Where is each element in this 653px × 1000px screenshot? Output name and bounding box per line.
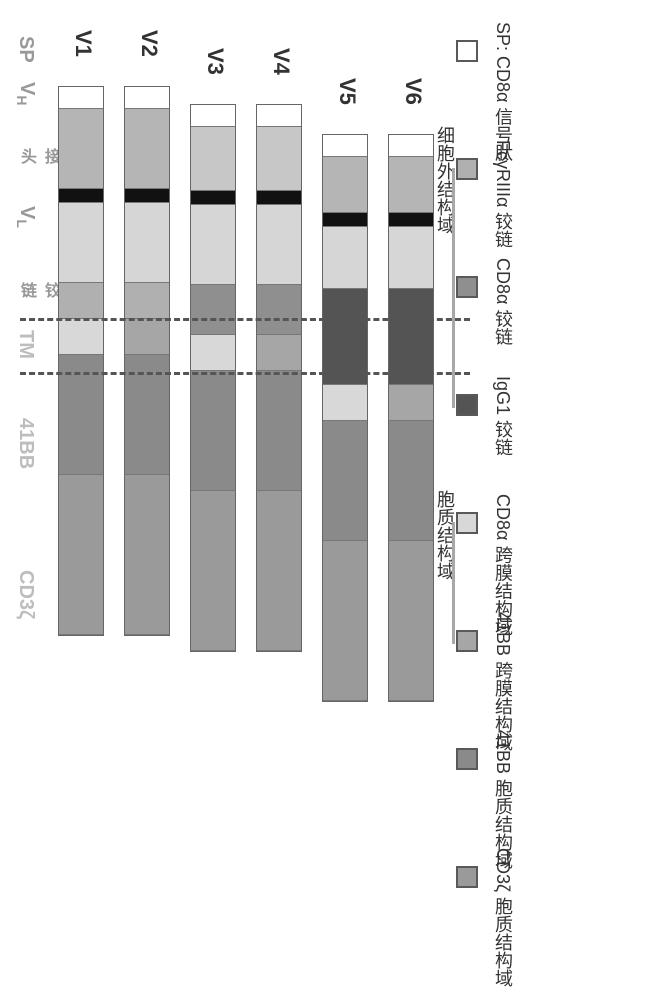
segment-vh_a (323, 157, 367, 213)
segment-hinge_igg1 (389, 289, 433, 385)
segment-hinge_fc (59, 283, 103, 319)
membrane-boundary-top (20, 318, 470, 321)
segment-vh_b (257, 127, 301, 191)
variant-name: V5 (334, 78, 360, 105)
legend-item: CD8α 铰链 (456, 276, 486, 298)
segment-vh_a (59, 109, 103, 189)
legend-item: IgG1 铰链 (456, 394, 486, 416)
legend-swatch (456, 748, 478, 770)
legend-swatch (456, 512, 478, 534)
legend-swatch (456, 630, 478, 652)
legend-label: CD8α 铰链 (490, 258, 516, 345)
segment-tm_41bb (257, 335, 301, 371)
segment-cyt_cd3z (125, 475, 169, 635)
membrane-boundary-bottom (20, 372, 470, 375)
variant-row: V1 (58, 86, 104, 636)
segment-linker (59, 189, 103, 203)
segment-cyt_41bb (323, 421, 367, 541)
segment-vl (125, 203, 169, 283)
segment-vl (257, 205, 301, 285)
legend-swatch (456, 276, 478, 298)
axis-label: 铰链 (14, 282, 62, 298)
axis-label: VL (14, 206, 38, 228)
variant-row: V4 (256, 104, 302, 652)
variant-name: V2 (136, 30, 162, 57)
legend-item: 41BB 跨膜结构域 (456, 630, 486, 652)
segment-cyt_cd3z (323, 541, 367, 701)
segment-vh_b (191, 127, 235, 191)
segment-vl (323, 227, 367, 289)
segment-linker (125, 189, 169, 203)
variant-name: V1 (70, 30, 96, 57)
legend-group-bar (452, 522, 455, 644)
variant-name: V3 (202, 48, 228, 75)
segment-vl (59, 203, 103, 283)
variant-bar (190, 104, 236, 652)
legend-item: CD8α 跨膜结构域 (456, 512, 486, 534)
segment-cyt_cd3z (59, 475, 103, 635)
legend-item: FcγRIIIα 铰链 (456, 158, 486, 180)
segment-linker (257, 191, 301, 205)
segment-sp (125, 87, 169, 109)
segment-linker (191, 191, 235, 205)
segment-linker (323, 213, 367, 227)
legend-item: CD3ζ 胞质结构域 (456, 866, 486, 888)
legend-group-bar (452, 168, 455, 408)
segment-hinge_cd8 (191, 285, 235, 335)
axis-label: TM (14, 330, 37, 359)
axis-label: SP (14, 36, 37, 63)
segment-sp (389, 135, 433, 157)
variant-bar (322, 134, 368, 702)
segment-cyt_cd3z (389, 541, 433, 701)
segment-sp (257, 105, 301, 127)
legend-item: SP: CD8α 信号肽 (456, 40, 486, 62)
segment-hinge_fc (125, 283, 169, 319)
legend-swatch (456, 866, 478, 888)
axis-label: VH (14, 82, 38, 105)
segment-sp (323, 135, 367, 157)
segment-hinge_cd8 (257, 285, 301, 335)
segment-vh_a (389, 157, 433, 213)
axis-label: CD3ζ (14, 570, 37, 619)
variant-bar (388, 134, 434, 702)
variant-name: V4 (268, 48, 294, 75)
segment-cyt_cd3z (191, 491, 235, 651)
legend-swatch (456, 158, 478, 180)
segment-linker (389, 213, 433, 227)
variant-row: V2 (124, 86, 170, 636)
legend-label: FcγRIIIα 铰链 (490, 140, 516, 248)
variant-bar (58, 86, 104, 636)
variant-row: V5 (322, 134, 368, 702)
segment-vh_a (125, 109, 169, 189)
axis-label: 41BB (14, 418, 37, 469)
segment-tm_41bb (125, 319, 169, 355)
segment-vl (191, 205, 235, 285)
variant-row: V6 (388, 134, 434, 702)
segment-tm_cd8 (59, 319, 103, 355)
segment-hinge_igg1 (323, 289, 367, 385)
variant-row: V3 (190, 104, 236, 652)
segment-cyt_41bb (389, 421, 433, 541)
variant-name: V6 (400, 78, 426, 105)
segment-vl (389, 227, 433, 289)
variant-bar (124, 86, 170, 636)
segment-tm_cd8 (323, 385, 367, 421)
segment-tm_cd8 (191, 335, 235, 371)
legend-label: CD3ζ 胞质结构域 (490, 848, 516, 987)
variant-bar (256, 104, 302, 652)
segment-cyt_41bb (191, 371, 235, 491)
segment-sp (191, 105, 235, 127)
legend-swatch (456, 40, 478, 62)
axis-label: 接头 (14, 148, 62, 164)
segment-cyt_41bb (257, 371, 301, 491)
legend-item: 41BB 胞质结构域 (456, 748, 486, 770)
legend-label: IgG1 铰链 (490, 376, 516, 456)
legend-swatch (456, 394, 478, 416)
segment-tm_41bb (389, 385, 433, 421)
segment-sp (59, 87, 103, 109)
segment-cyt_cd3z (257, 491, 301, 651)
